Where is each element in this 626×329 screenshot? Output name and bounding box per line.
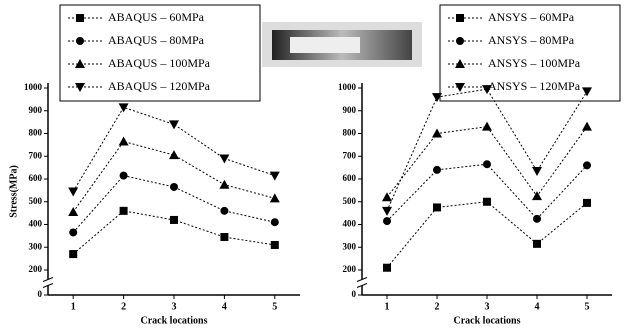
specimen-image — [262, 22, 422, 67]
y-tick-label: 1000 — [338, 82, 357, 92]
x-tick-label: 2 — [121, 301, 126, 312]
marker — [483, 160, 491, 168]
legend-label: ABAQUS – 60MPa — [108, 10, 205, 24]
marker — [456, 14, 464, 22]
marker — [170, 216, 178, 224]
y-tick-label: 300 — [29, 241, 43, 251]
line — [387, 164, 587, 221]
x-tick-label: 1 — [385, 301, 390, 312]
marker — [533, 215, 541, 223]
marker — [69, 250, 77, 258]
y-tick-label: 900 — [29, 105, 43, 115]
marker — [433, 166, 441, 174]
y-tick-label: 700 — [343, 150, 357, 160]
y-tick-label: 300 — [343, 241, 357, 251]
line — [387, 202, 587, 268]
x-tick-label: 4 — [222, 301, 227, 312]
legend-label: ABAQUS – 120MPa — [108, 79, 211, 93]
marker — [270, 172, 280, 181]
marker — [76, 37, 84, 45]
x-axis-label: Crack locations — [141, 315, 208, 326]
y-tick-label: 600 — [343, 173, 357, 183]
marker — [583, 199, 591, 207]
legend-label: ANSYS – 100MPa — [488, 56, 581, 70]
marker — [119, 103, 129, 112]
marker — [382, 207, 392, 216]
marker — [169, 150, 179, 159]
legend-label: ANSYS – 60MPa — [488, 10, 575, 24]
marker — [69, 228, 77, 236]
y-tick-label: 400 — [29, 219, 43, 229]
marker — [483, 198, 491, 206]
line — [73, 107, 275, 191]
x-axis-label: Crack locations — [454, 315, 521, 326]
y-tick-label: 900 — [343, 105, 357, 115]
y-axis-label: Stress(MPa) — [8, 165, 19, 218]
marker — [68, 188, 78, 197]
x-tick-label: 1 — [71, 301, 76, 312]
legend-label: ABAQUS – 80MPa — [108, 33, 205, 47]
marker — [271, 218, 279, 226]
marker — [220, 207, 228, 215]
marker — [219, 180, 229, 189]
x-tick-label: 5 — [272, 301, 277, 312]
marker — [119, 136, 129, 145]
marker — [68, 207, 78, 216]
legend: ANSYS – 60MPa ANSYS – 80MPa ANSYS – 100MPa… — [440, 5, 620, 101]
x-tick-label: 3 — [485, 301, 490, 312]
marker — [120, 207, 128, 215]
y-tick-label: 500 — [343, 196, 357, 206]
marker — [220, 233, 228, 241]
legend-label: ANSYS – 80MPa — [488, 33, 575, 47]
marker — [219, 155, 229, 164]
y-tick-label: 200 — [29, 264, 43, 274]
y-tick-label: 500 — [29, 196, 43, 206]
marker — [482, 122, 492, 131]
marker — [270, 193, 280, 202]
y-tick-label: 1000 — [24, 82, 43, 92]
marker — [120, 172, 128, 180]
marker — [456, 37, 464, 45]
legend-label: ABAQUS – 100MPa — [108, 56, 211, 70]
marker — [76, 14, 84, 22]
x-tick-label: 2 — [435, 301, 440, 312]
legend: ABAQUS – 60MPa ABAQUS – 80MPa ABAQUS – 100… — [60, 5, 260, 101]
marker — [532, 167, 542, 176]
y-tick-label: 800 — [29, 128, 43, 138]
marker — [383, 217, 391, 225]
marker — [271, 241, 279, 249]
marker — [170, 183, 178, 191]
x-tick-label: 5 — [585, 301, 590, 312]
y-tick-label: 200 — [343, 264, 357, 274]
legend-label: ANSYS – 120MPa — [488, 79, 581, 93]
y-tick-label: 0 — [352, 289, 357, 299]
marker — [433, 203, 441, 211]
marker — [533, 240, 541, 248]
chart: 0 200 300 400 500 600 700 800 900 1000 1 2 3 4 5 Crack … — [0, 0, 626, 329]
y-tick-label: 400 — [343, 219, 357, 229]
marker — [582, 122, 592, 131]
x-tick-label: 4 — [535, 301, 540, 312]
marker — [532, 191, 542, 200]
marker — [383, 264, 391, 272]
y-tick-label: 700 — [29, 150, 43, 160]
line — [387, 89, 587, 211]
marker — [169, 120, 179, 129]
y-tick-label: 0 — [38, 289, 43, 299]
x-tick-label: 3 — [172, 301, 177, 312]
y-tick-label: 600 — [29, 173, 43, 183]
y-tick-label: 800 — [343, 128, 357, 138]
marker — [583, 161, 591, 169]
